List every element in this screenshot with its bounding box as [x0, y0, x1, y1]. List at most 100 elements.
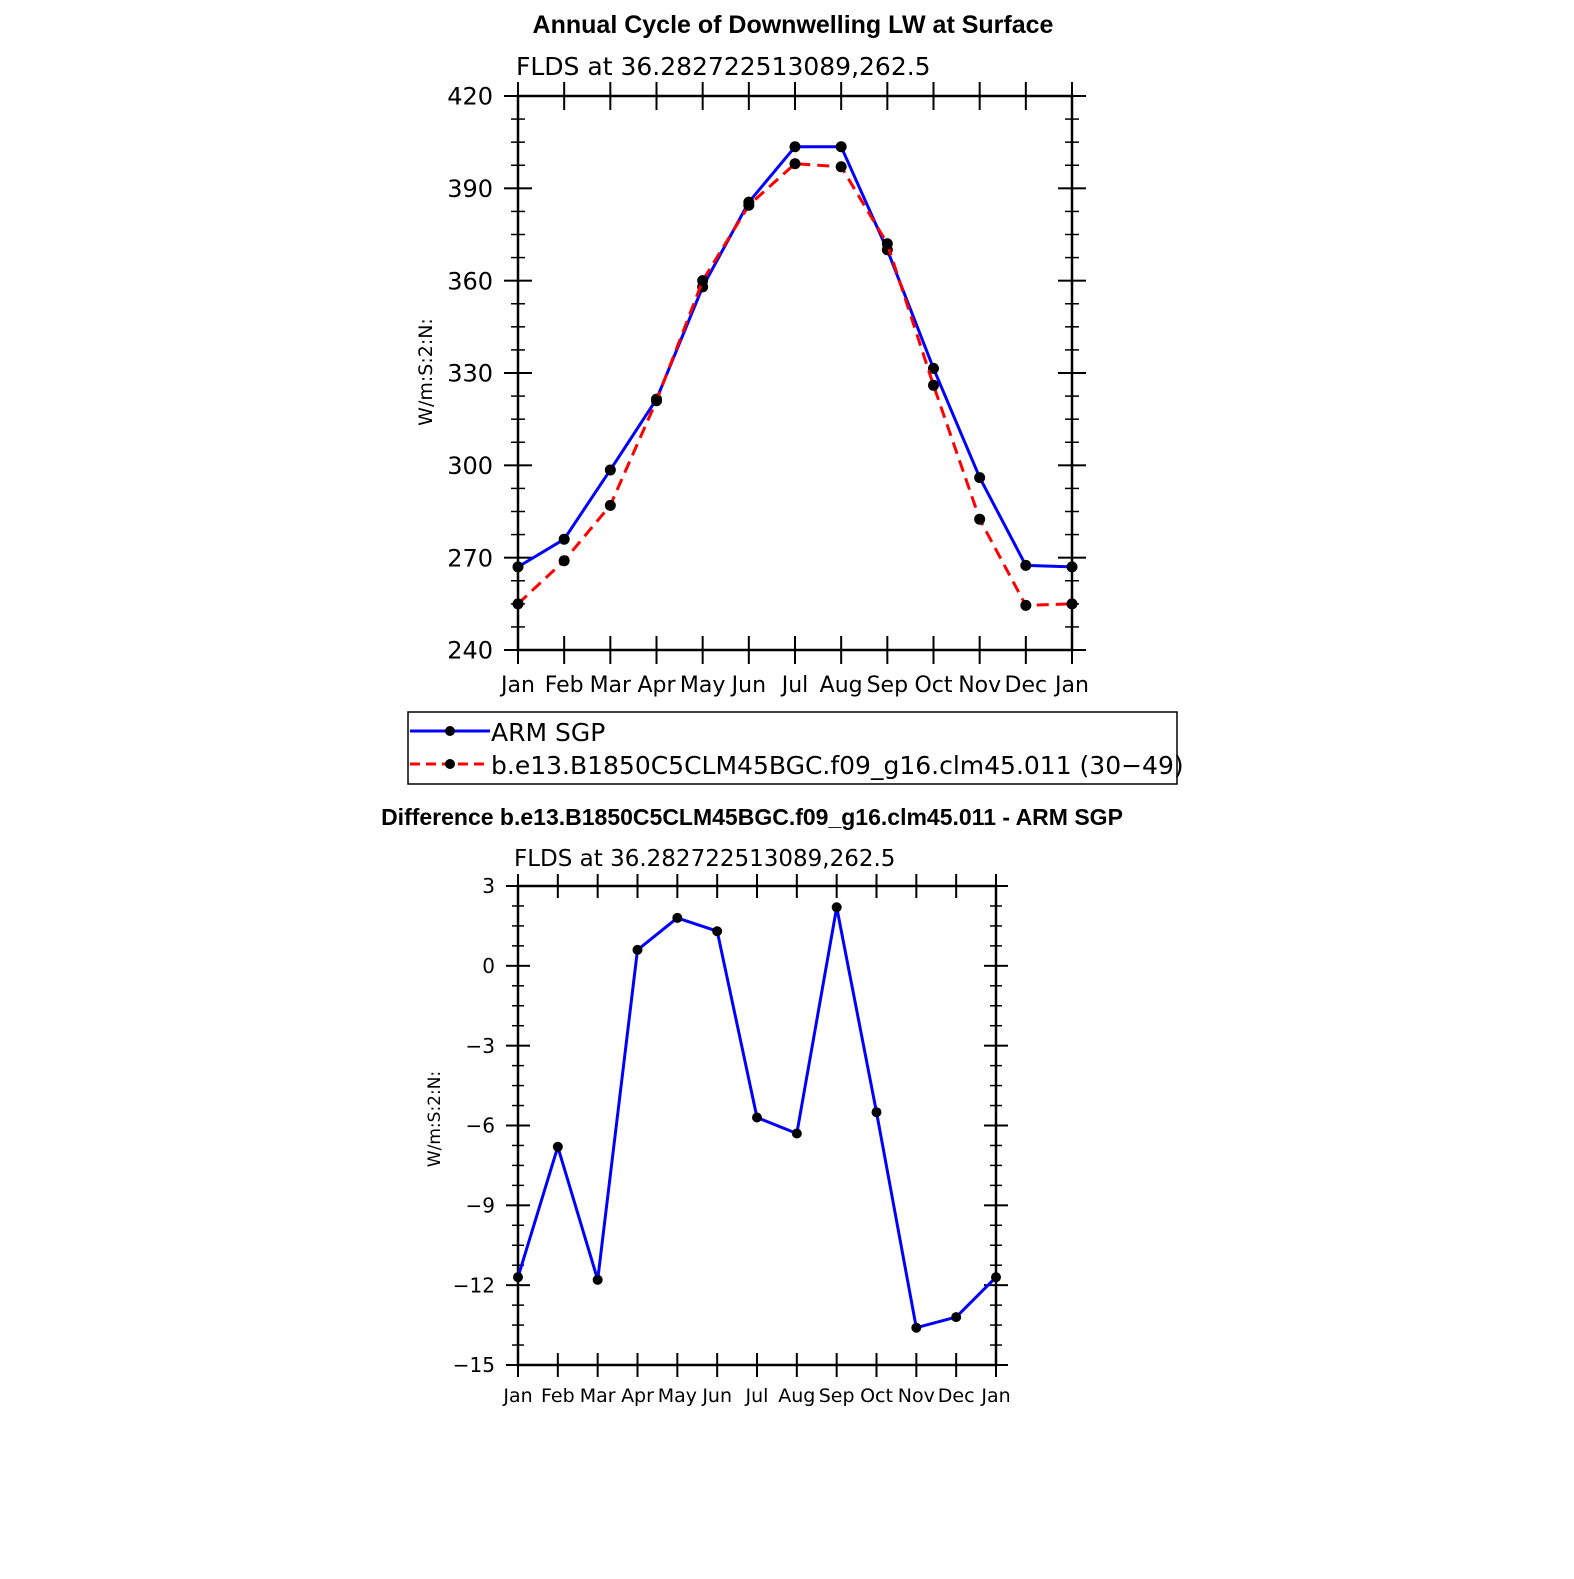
y-tick-label: 0: [482, 954, 495, 978]
difference-panel: Difference b.e13.B1850C5CLM45BGC.f09_g16…: [381, 804, 1123, 1407]
x-tick-label: Jan: [1053, 673, 1089, 698]
data-point: [871, 1107, 882, 1118]
x-tick-label: Nov: [898, 1385, 935, 1407]
chart-subtitle: FLDS at 36.282722513089,262.5: [516, 52, 931, 81]
data-point: [791, 1128, 802, 1139]
data-point: [512, 561, 524, 573]
data-point: [697, 275, 709, 287]
y-axis-label: W/m:S:2:N:: [415, 318, 437, 426]
data-point: [604, 499, 616, 511]
data-point: [974, 513, 986, 525]
y-axis-label: W/m:S:2:N:: [425, 1071, 445, 1167]
y-tick-label: 330: [447, 360, 493, 388]
data-point: [1066, 598, 1078, 610]
data-point: [651, 395, 662, 407]
data-point: [789, 141, 801, 153]
x-tick-label: May: [658, 1385, 697, 1407]
data-point: [1066, 561, 1078, 573]
data-point: [911, 1322, 922, 1333]
chart-title: Annual Cycle of Downwelling LW at Surfac…: [533, 11, 1054, 39]
x-tick-labels: Jan Feb Mar Apr May Jun Jul Aug Sep Oct Nov Dec Jan: [499, 673, 1089, 698]
data-point: [512, 598, 524, 610]
data-point: [1020, 599, 1032, 611]
x-tick-label: Sep: [819, 1385, 855, 1407]
x-tick-label: Nov: [958, 673, 1001, 698]
legend-marker-arm-sgp: [445, 726, 455, 736]
y-tick-label: 270: [447, 544, 493, 572]
x-tick-label: Jul: [745, 1385, 769, 1407]
x-tick-label: Feb: [545, 673, 584, 698]
plot-frame: [504, 82, 1086, 664]
x-tick-label: Jun: [730, 673, 766, 698]
x-tick-label: Oct: [914, 673, 952, 698]
data-point: [743, 199, 755, 211]
x-tick-label: Mar: [590, 673, 632, 698]
data-point: [604, 464, 616, 476]
data-point: [712, 926, 723, 937]
y-tick-label: −9: [466, 1194, 495, 1218]
chart-subtitle: FLDS at 36.282722513089,262.5: [514, 846, 895, 872]
data-point: [752, 1112, 762, 1123]
x-tick-label: Dec: [1005, 673, 1048, 698]
y-tick-label: −12: [453, 1273, 495, 1297]
data-point: [831, 902, 842, 913]
x-tick-label: Dec: [938, 1385, 975, 1407]
y-tick-label: 390: [447, 175, 493, 203]
x-tick-label: Oct: [860, 1385, 893, 1407]
legend: ARM SGP b.e13.B1850C5CLM45BGC.f09_g16.cl…: [407, 711, 1184, 785]
y-tick-label: 240: [447, 637, 493, 665]
plot-frame: [506, 874, 1008, 1377]
annual-cycle-panel: Annual Cycle of Downwelling LW at Surfac…: [407, 11, 1184, 785]
series-group: [512, 141, 1078, 611]
x-tick-label: Mar: [580, 1385, 616, 1407]
legend-marker-model: [445, 759, 455, 769]
data-point: [789, 158, 801, 170]
legend-box: [407, 711, 1178, 785]
x-tick-label: Aug: [778, 1385, 815, 1407]
data-point: [928, 362, 939, 374]
x-tick-labels: Jan Feb Mar Apr May Jun Jul Aug Sep Oct Nov Dec Jan: [502, 1385, 1010, 1407]
y-tick-labels: −15 −12 −9 −6 −3 0 3: [453, 874, 495, 1377]
x-tick-label: Apr: [621, 1385, 654, 1407]
y-tick-label: −15: [453, 1353, 495, 1377]
plot-border: [516, 884, 998, 1367]
y-tick-label: 420: [447, 83, 493, 111]
series-line-arm-sgp: [517, 145, 1073, 569]
x-tick-label: Sep: [867, 673, 908, 698]
x-tick-label: Aug: [820, 673, 863, 698]
x-tick-label: May: [680, 673, 725, 698]
y-tick-label: −3: [466, 1034, 495, 1058]
x-tick-label: Jan: [502, 1385, 532, 1407]
data-point: [881, 238, 893, 250]
x-tick-label: Jun: [701, 1385, 732, 1407]
y-tick-label: 300: [447, 452, 493, 480]
data-point: [558, 533, 570, 545]
data-point: [672, 912, 683, 923]
series-line-model: [516, 162, 1073, 607]
y-tick-labels: 240 270 300 330 360 390 420: [447, 83, 493, 665]
x-tick-label: Apr: [637, 673, 676, 698]
data-point: [974, 472, 986, 484]
legend-entry-model: b.e13.B1850C5CLM45BGC.f09_g16.clm45.011 …: [491, 751, 1184, 780]
data-point: [552, 1141, 563, 1152]
data-point: [835, 141, 847, 153]
data-point: [1020, 559, 1032, 571]
data-point: [991, 1272, 1001, 1283]
x-tick-label: Jan: [499, 673, 535, 698]
data-point: [558, 555, 570, 567]
x-tick-label: Jul: [780, 673, 809, 698]
data-point: [835, 161, 847, 173]
data-point: [951, 1312, 962, 1323]
data-point: [513, 1272, 523, 1283]
y-tick-label: −6: [466, 1114, 495, 1138]
data-point: [632, 944, 643, 955]
legend-entry-arm-sgp: ARM SGP: [491, 718, 605, 747]
data-point: [592, 1274, 603, 1285]
x-tick-label: Feb: [541, 1385, 575, 1407]
data-point: [928, 379, 939, 391]
y-tick-label: 360: [447, 267, 493, 295]
series-group: [513, 902, 1001, 1333]
chart-title: Difference b.e13.B1850C5CLM45BGC.f09_g16…: [381, 804, 1123, 830]
